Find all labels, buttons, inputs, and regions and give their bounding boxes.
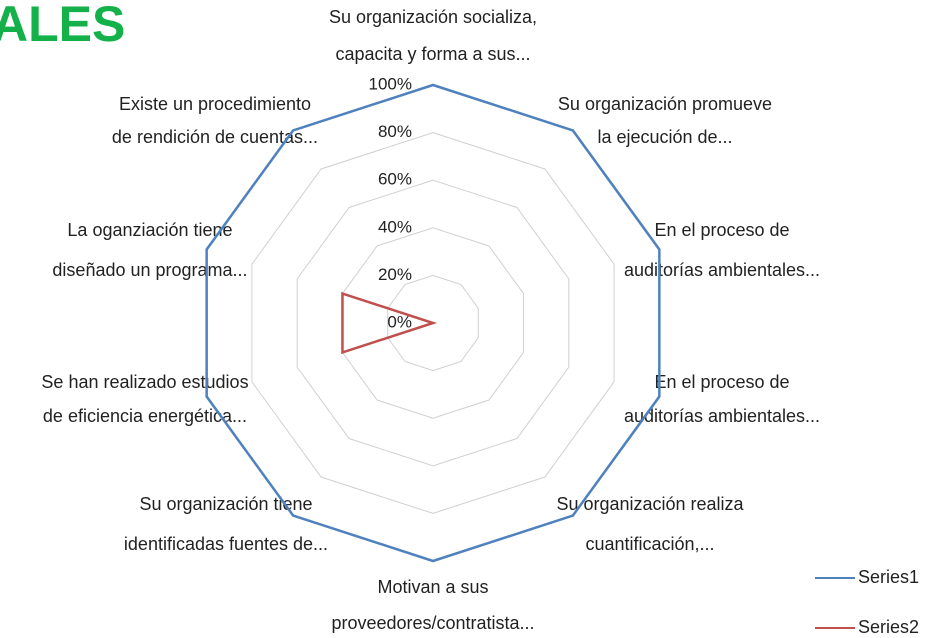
axis-label: la ejecución de...: [597, 127, 732, 147]
axis-label: capacita y forma a sus...: [335, 44, 530, 64]
axis-label: de rendición de cuentas...: [112, 127, 318, 147]
grid-ring: [387, 274, 479, 372]
axis-label: diseñado un programa...: [52, 260, 247, 280]
series-line: [205, 83, 661, 563]
tick-label: 20%: [378, 265, 412, 284]
axis-label: En el proceso de: [654, 220, 789, 240]
axis-label: Su organización socializa,: [329, 7, 537, 27]
grid-ring: [296, 179, 570, 467]
axis-label: Su organización promueve: [558, 94, 772, 114]
axis-label: En el proceso de: [654, 372, 789, 392]
tick-label: 100%: [369, 74, 412, 93]
axis-label: Se han realizado estudios: [41, 372, 248, 392]
axis-label: auditorías ambientales...: [624, 406, 820, 426]
tick-label: 0%: [387, 312, 412, 331]
axis-label: cuantificación,...: [585, 534, 714, 554]
tick-label: 80%: [378, 122, 412, 141]
legend-label: Series2: [858, 617, 919, 637]
tick-label: 60%: [378, 170, 412, 189]
axis-label: Su organización tiene: [139, 494, 312, 514]
grid-ring: [341, 227, 525, 419]
axis-label: auditorías ambientales...: [624, 260, 820, 280]
axis-label: Motivan a sus: [377, 577, 488, 597]
axis-label: La oganziación tiene: [67, 220, 232, 240]
page-title: ALES: [0, 0, 125, 52]
grid-ring: [251, 132, 615, 514]
legend-label: Series1: [858, 567, 919, 587]
axis-label: proveedores/contratista...: [331, 613, 534, 633]
series-line: [341, 291, 438, 355]
axis-label: Existe un procedimiento: [119, 94, 311, 114]
axis-label: Su organización realiza: [556, 494, 744, 514]
tick-label: 40%: [378, 217, 412, 236]
axis-label: identificadas fuentes de...: [124, 534, 328, 554]
axis-label: de eficiencia energética...: [43, 406, 247, 426]
